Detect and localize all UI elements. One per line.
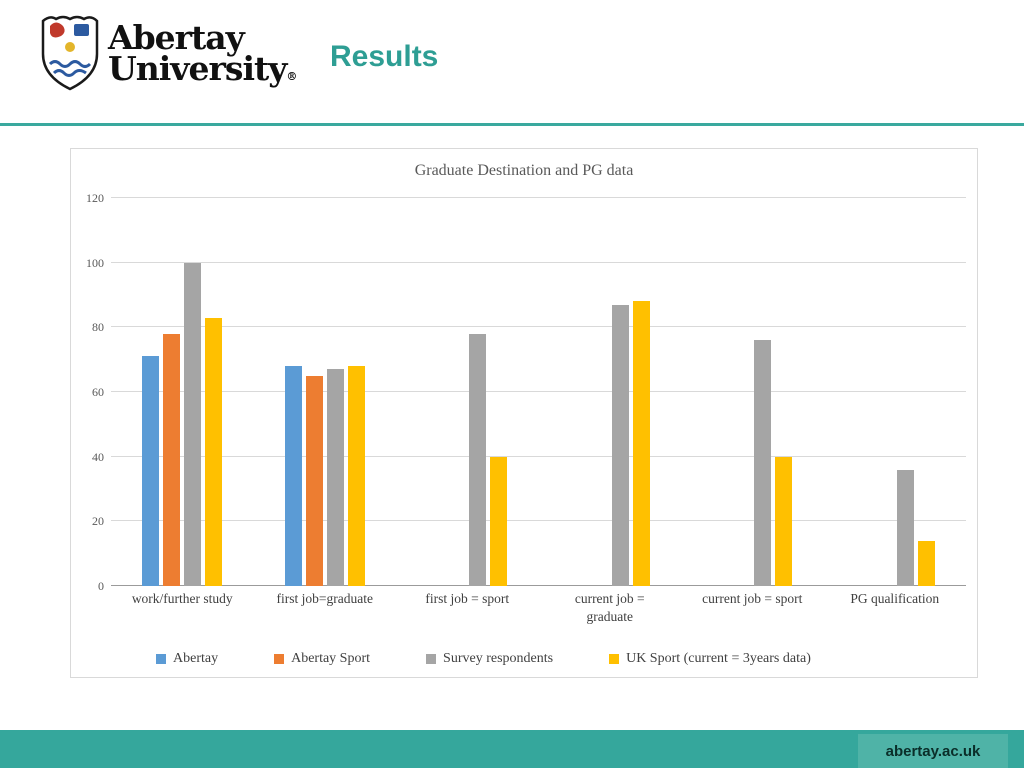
legend-swatch-icon bbox=[274, 654, 285, 664]
bar-group bbox=[681, 198, 824, 586]
y-tick-label: 80 bbox=[92, 320, 104, 335]
bar bbox=[632, 301, 650, 586]
x-category-label: work/further study bbox=[131, 591, 233, 606]
bar bbox=[305, 375, 323, 586]
chart-panel: Graduate Destination and PG data 0 20 40 60… bbox=[70, 148, 978, 678]
y-tick-label: 20 bbox=[92, 514, 104, 529]
bar-group bbox=[254, 198, 397, 586]
y-tick-label: 0 bbox=[98, 579, 104, 593]
y-tick-label: 40 bbox=[92, 449, 104, 464]
bar bbox=[347, 366, 365, 586]
registered-mark: ® bbox=[286, 70, 297, 83]
footer-url-label: abertay.ac.uk bbox=[885, 742, 981, 760]
gridline bbox=[111, 585, 966, 586]
legend-item: Abertay Sport bbox=[274, 651, 370, 667]
bar bbox=[917, 540, 935, 586]
bar bbox=[163, 333, 181, 586]
footer-url: abertay.ac.uk bbox=[858, 734, 1008, 768]
bar bbox=[754, 340, 772, 586]
y-axis-labels: 0 20 40 60 80 100 120 bbox=[71, 191, 104, 593]
gridline bbox=[111, 391, 966, 392]
x-category-label: PG qualification bbox=[850, 591, 940, 606]
chart-title: Graduate Destination and PG data bbox=[414, 162, 634, 179]
gridline bbox=[111, 326, 966, 328]
bar-group bbox=[824, 198, 967, 586]
y-tick-label: 120 bbox=[86, 191, 104, 205]
legend-label: Abertay bbox=[173, 651, 219, 666]
x-category-label: current job = graduate bbox=[574, 591, 645, 625]
legend-swatch-icon bbox=[609, 654, 620, 664]
university-name-line2: University® bbox=[108, 49, 297, 88]
bar-group bbox=[539, 198, 682, 586]
university-logo: Abertay University® bbox=[40, 14, 297, 92]
university-crest-icon bbox=[41, 15, 99, 91]
gridline bbox=[111, 455, 966, 457]
legend-item: Survey respondents bbox=[426, 651, 553, 667]
bar bbox=[205, 317, 223, 586]
gridline bbox=[111, 197, 966, 198]
plot-area bbox=[111, 197, 967, 586]
bar bbox=[284, 366, 302, 586]
x-category-label: current job = sport bbox=[702, 591, 803, 606]
bar bbox=[142, 356, 160, 586]
slide-header: Abertay University® Results bbox=[0, 0, 1024, 123]
y-tick-label: 100 bbox=[86, 255, 104, 270]
legend-label: Abertay Sport bbox=[291, 651, 371, 666]
bar bbox=[611, 304, 629, 586]
gridline bbox=[111, 520, 966, 522]
header-divider bbox=[0, 123, 1024, 126]
chart-legend: Abertay Abertay Sport Survey respondents UK… bbox=[71, 649, 977, 669]
bar bbox=[184, 262, 202, 586]
legend-swatch-icon bbox=[426, 654, 437, 664]
bar-group bbox=[111, 198, 254, 586]
bar bbox=[469, 333, 487, 586]
x-category-label: first job=graduate bbox=[276, 591, 373, 606]
bar bbox=[896, 469, 914, 586]
page-title: Results bbox=[330, 40, 439, 73]
legend-item: Abertay bbox=[156, 651, 218, 667]
footer-bar: abertay.ac.uk bbox=[0, 730, 1024, 768]
y-tick-label: 60 bbox=[92, 385, 104, 399]
legend-swatch-icon bbox=[156, 654, 166, 664]
legend-label: Survey respondents bbox=[443, 651, 554, 666]
x-axis-labels: work/further study first job=graduate firs… bbox=[111, 590, 966, 626]
x-category-label: first job = sport bbox=[425, 591, 510, 606]
bar bbox=[490, 456, 508, 586]
university-wordmark: Abertay University® bbox=[108, 17, 297, 88]
university-name-line1: Abertay bbox=[108, 17, 245, 57]
legend-label: UK Sport (current = 3years data) bbox=[626, 651, 811, 666]
legend-item: UK Sport (current = 3years data) bbox=[609, 651, 811, 667]
gridline bbox=[111, 261, 966, 263]
bar bbox=[775, 456, 793, 586]
bar bbox=[326, 369, 344, 586]
bar-group bbox=[396, 198, 539, 586]
